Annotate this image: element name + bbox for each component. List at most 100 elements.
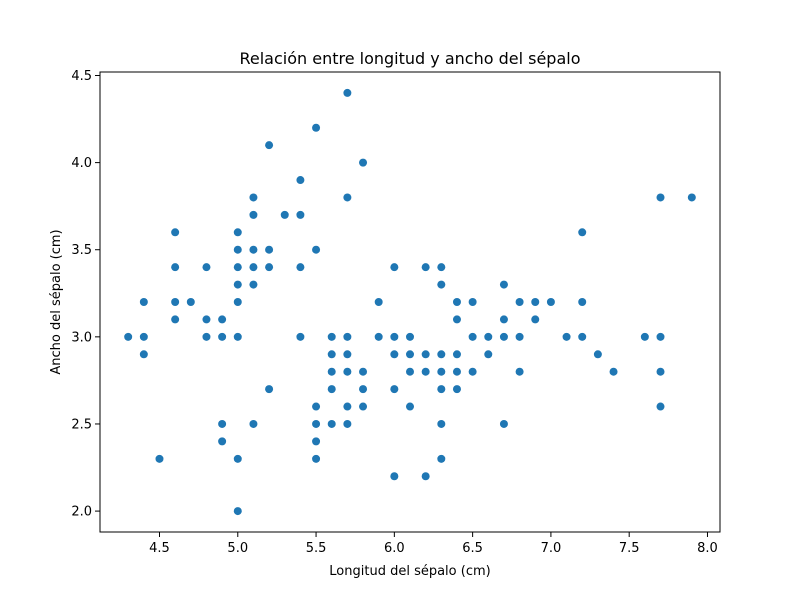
scatter-point (171, 263, 180, 272)
scatter-point (640, 332, 649, 341)
scatter-point (359, 385, 368, 394)
y-tick-label: 3.5 (71, 243, 92, 258)
scatter-point (343, 402, 352, 411)
scatter-point (171, 298, 180, 306)
scatter-point (327, 350, 336, 359)
scatter-point (531, 315, 540, 324)
scatter-point (406, 332, 414, 341)
scatter-point (312, 419, 321, 428)
scatter-point (312, 454, 321, 463)
scatter-point (562, 332, 571, 341)
scatter-point (374, 298, 383, 306)
scatter-point (296, 263, 305, 272)
scatter-point (343, 193, 352, 202)
scatter-point (515, 298, 524, 306)
x-tick-label: 4.5 (149, 541, 170, 556)
scatter-point (687, 193, 696, 202)
scatter-point (296, 210, 305, 219)
scatter-point (437, 454, 446, 463)
scatter-point (233, 245, 242, 254)
scatter-point (468, 298, 477, 306)
scatter-point (374, 332, 383, 341)
plot-frame (99, 71, 721, 533)
scatter-point (421, 367, 430, 376)
scatter-point (233, 263, 242, 272)
scatter-point (437, 419, 446, 428)
y-tick-label: 4.5 (71, 69, 92, 84)
scatter-point (452, 350, 461, 359)
scatter-point (155, 454, 164, 463)
scatter-point (578, 298, 587, 306)
scatter-point (171, 228, 180, 237)
scatter-point (139, 332, 148, 341)
scatter-point (171, 315, 180, 324)
scatter-point (233, 280, 242, 289)
scatter-point (249, 263, 258, 272)
data-points (124, 88, 696, 516)
scatter-point (343, 88, 352, 97)
y-tick-label: 3.0 (71, 330, 92, 345)
scatter-point (609, 367, 618, 376)
scatter-point (327, 385, 336, 394)
scatter-point (468, 367, 477, 376)
scatter-point (546, 298, 555, 306)
scatter-point (656, 402, 665, 411)
scatter-point (265, 385, 274, 394)
scatter-point (531, 298, 540, 306)
scatter-point (233, 454, 242, 463)
scatter-point (312, 402, 321, 411)
scatter-point (515, 367, 524, 376)
scatter-point (359, 367, 368, 376)
scatter-point (421, 263, 430, 272)
scatter-point (468, 332, 477, 341)
scatter-point (327, 367, 336, 376)
scatter-point (249, 210, 258, 219)
scatter-point (202, 263, 211, 272)
scatter-point (312, 437, 321, 446)
scatter-point (390, 332, 399, 341)
scatter-point (452, 315, 461, 324)
scatter-point (327, 332, 336, 341)
scatter-point (249, 245, 258, 254)
x-tick-label: 7.0 (541, 541, 562, 556)
scatter-point (421, 472, 430, 481)
scatter-point (327, 419, 336, 428)
scatter-point (656, 193, 665, 202)
scatter-point (265, 141, 274, 150)
chart-title: Relación entre longitud y ancho del sépa… (239, 49, 580, 68)
scatter-point (499, 419, 508, 428)
scatter-point (218, 332, 227, 341)
scatter-point (343, 419, 352, 428)
scatter-point (578, 228, 587, 237)
scatter-point (359, 402, 368, 411)
scatter-point (390, 385, 399, 394)
scatter-point (452, 367, 461, 376)
scatter-point (233, 507, 242, 516)
scatter-point (406, 402, 414, 411)
scatter-point (233, 298, 242, 306)
scatter-point (139, 350, 148, 359)
scatter-point (265, 245, 274, 254)
scatter-point (233, 228, 242, 237)
scatter-point (437, 280, 446, 289)
y-tick-label: 2.0 (71, 505, 92, 520)
y-axis-label: Ancho del sépalo (cm) (49, 229, 64, 374)
x-tick-label: 8.0 (697, 541, 718, 556)
scatter-point (280, 210, 289, 219)
scatter-point (343, 367, 352, 376)
scatter-point (390, 263, 399, 272)
x-tick-label: 6.5 (462, 541, 483, 556)
scatter-point (312, 245, 321, 254)
scatter-point (484, 332, 493, 341)
scatter-point (437, 350, 446, 359)
scatter-point (124, 332, 133, 341)
scatter-point (406, 367, 414, 376)
scatter-point (249, 419, 258, 428)
scatter-point (593, 350, 602, 359)
scatter-point (484, 350, 493, 359)
scatter-point (359, 158, 368, 167)
scatter-point (265, 263, 274, 272)
scatter-point (406, 350, 414, 359)
